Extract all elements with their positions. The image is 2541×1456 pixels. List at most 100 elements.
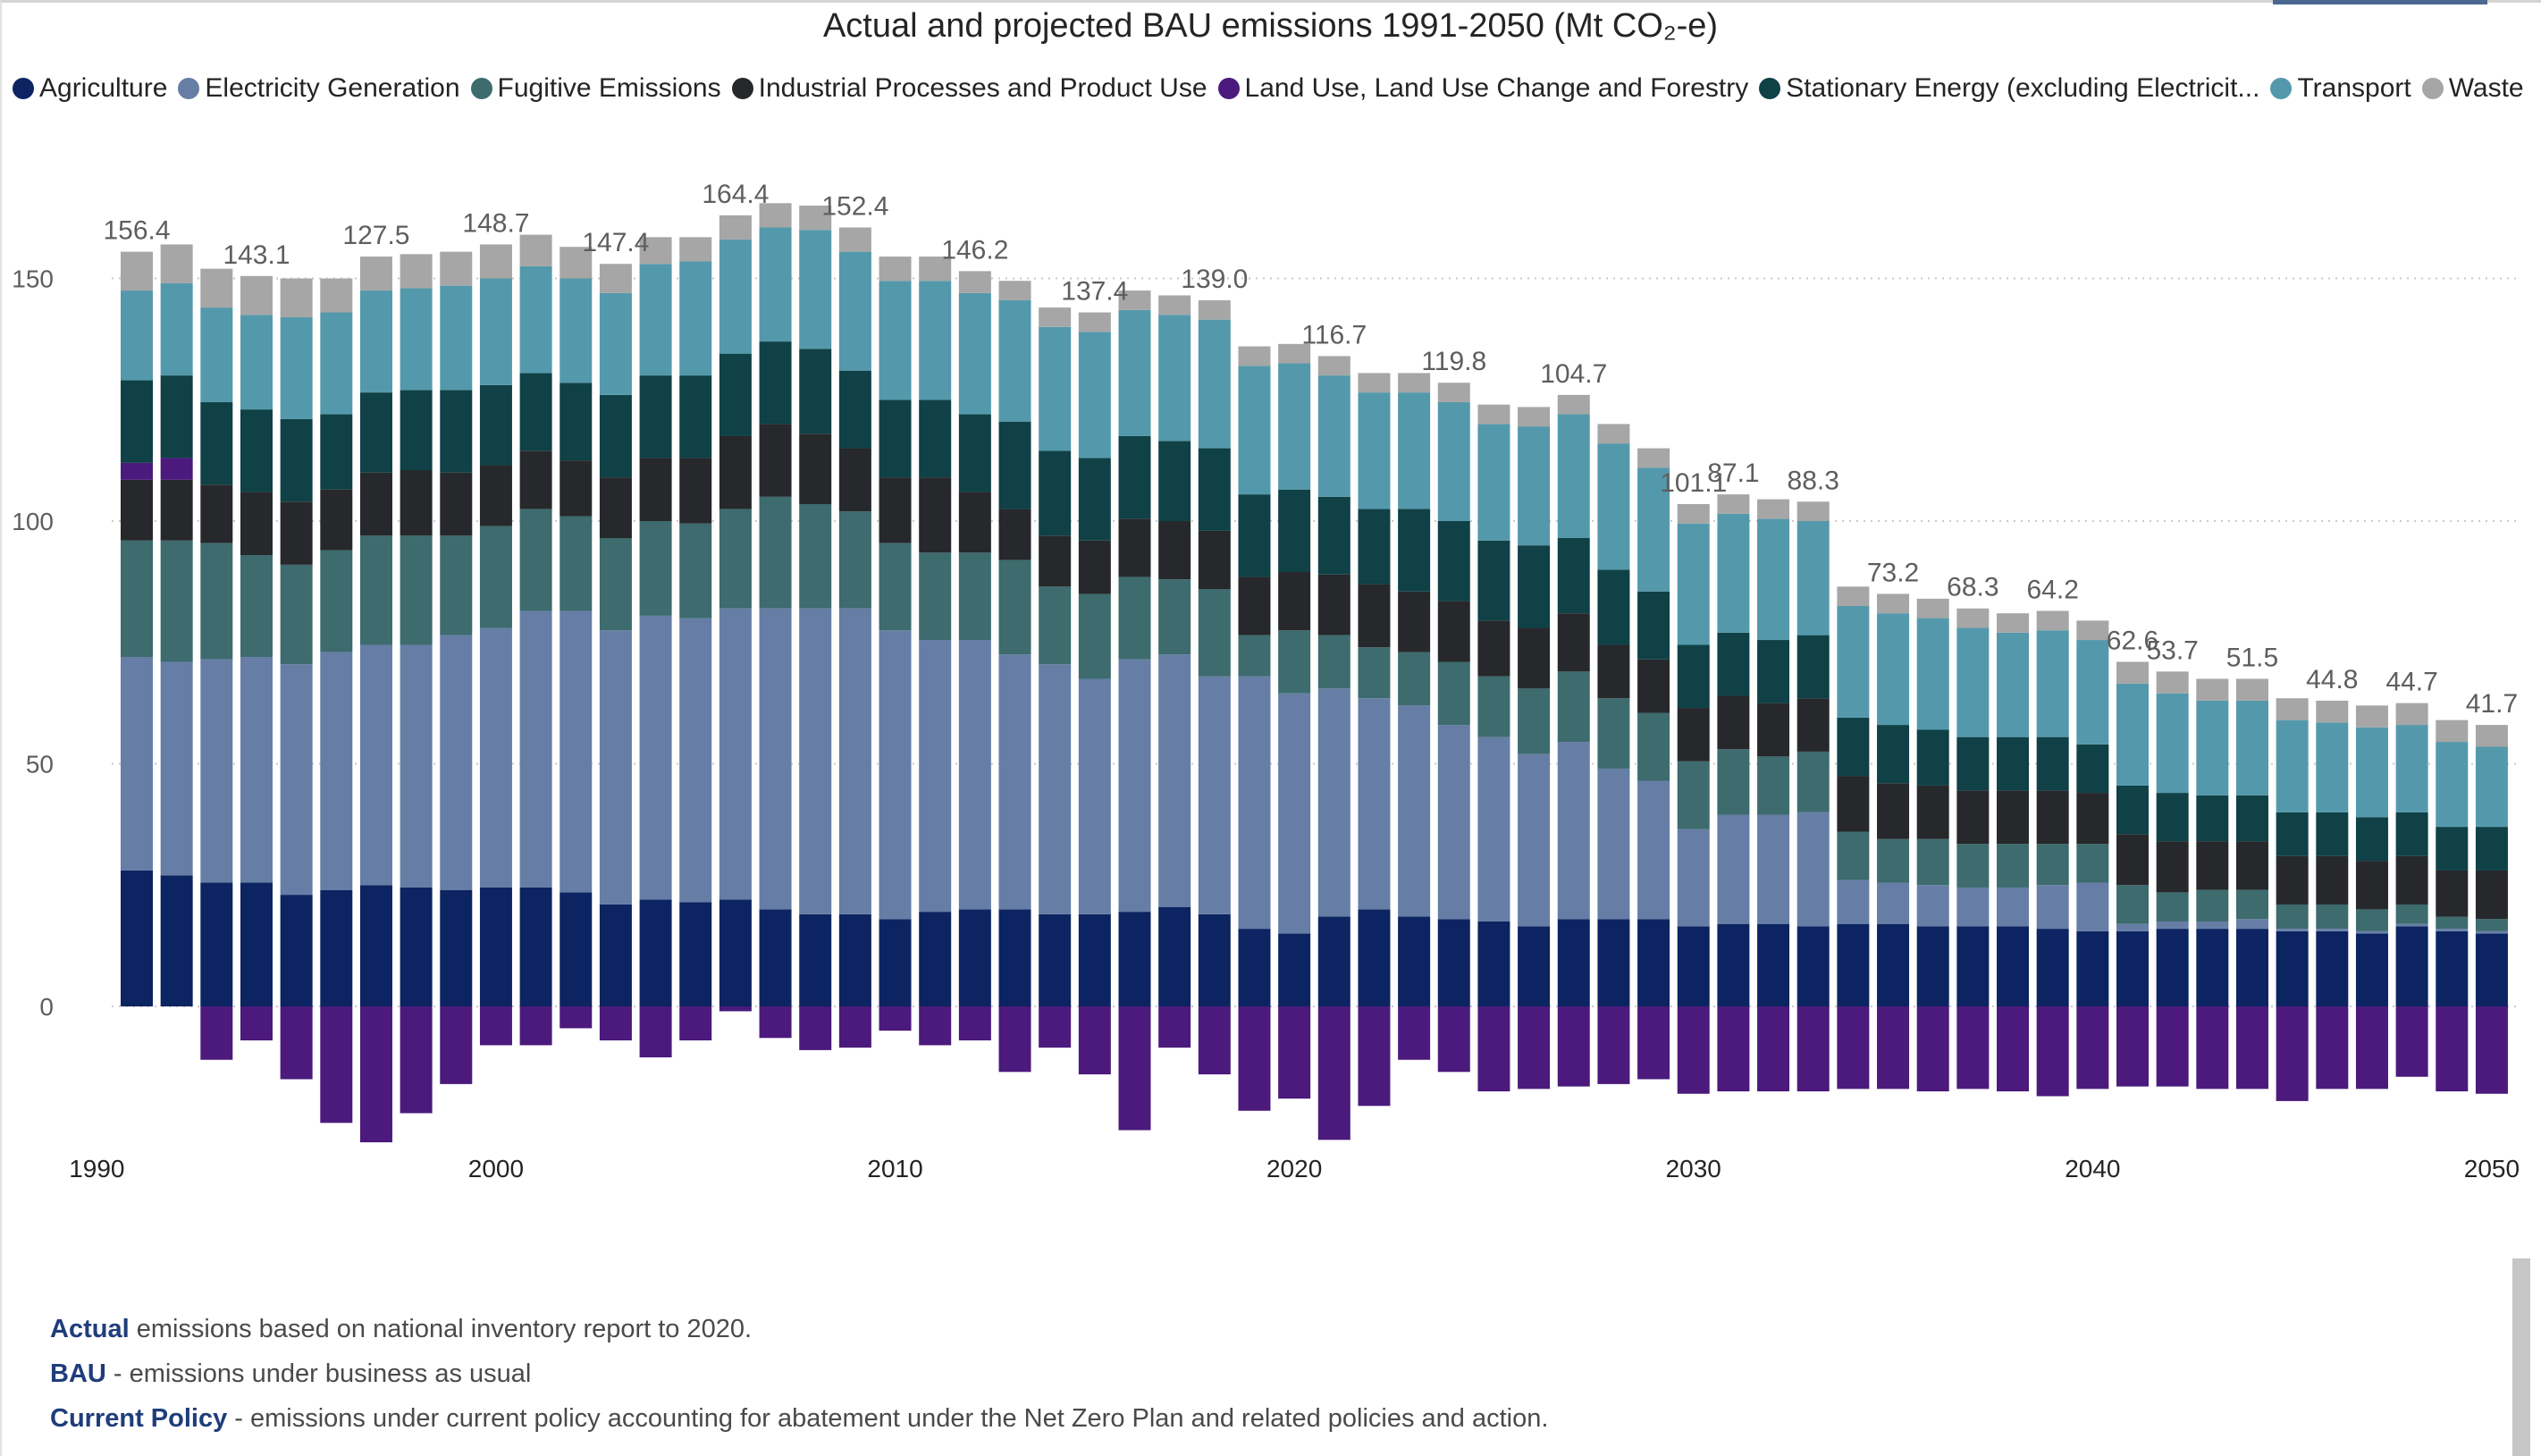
bar-2041-series-5 bbox=[2116, 785, 2149, 835]
bar-2013-series-5 bbox=[998, 421, 1031, 509]
bar-2040-series-7 bbox=[2076, 620, 2109, 641]
data-label-2050: 41.7 bbox=[2466, 689, 2518, 719]
bar-2025-series-7 bbox=[1477, 404, 1510, 425]
y-tick-label: 100 bbox=[12, 508, 54, 535]
bar-2029-series-7 bbox=[1637, 448, 1670, 468]
bar-2011-series-0 bbox=[919, 912, 952, 1006]
bar-2025-series-6 bbox=[1477, 424, 1510, 541]
bar-2040-series-5 bbox=[2076, 744, 2109, 794]
legend-item-3[interactable]: Industrial Processes and Product Use bbox=[731, 73, 1207, 104]
bar-2024-series-2 bbox=[1437, 661, 1470, 726]
bar-2035-series-0 bbox=[1877, 923, 1910, 1006]
bar-2007-series-7 bbox=[759, 203, 792, 228]
bar-2012-series-5 bbox=[958, 414, 991, 492]
bar-2029-series-2 bbox=[1637, 712, 1670, 781]
bar-2000-series-4 bbox=[479, 1006, 512, 1046]
bar-2002-series-6 bbox=[560, 278, 593, 383]
y-tick-label: 50 bbox=[26, 751, 54, 778]
bar-2030-series-7 bbox=[1677, 503, 1710, 524]
bar-2027-series-5 bbox=[1557, 538, 1590, 614]
bar-2023-series-0 bbox=[1398, 916, 1431, 1006]
bar-2046-series-1 bbox=[2316, 929, 2349, 931]
bar-2001-series-7 bbox=[519, 234, 552, 266]
bar-2015-series-5 bbox=[1078, 458, 1111, 541]
vertical-scrollbar[interactable] bbox=[2512, 1258, 2530, 1456]
legend-label: Land Use, Land Use Change and Forestry bbox=[1244, 73, 1749, 103]
bar-2043-series-5 bbox=[2196, 795, 2229, 842]
bar-2031-series-4 bbox=[1717, 1006, 1750, 1092]
bar-2009-series-0 bbox=[838, 913, 871, 1006]
bar-2020-series-5 bbox=[1278, 489, 1311, 573]
bar-2039-series-7 bbox=[2036, 610, 2069, 631]
bar-2038-series-4 bbox=[1997, 1006, 2030, 1092]
bar-1997-series-7 bbox=[359, 257, 392, 291]
bar-2021-series-0 bbox=[1317, 916, 1350, 1006]
legend-item-5[interactable]: Stationary Energy (excluding Electricit.… bbox=[1759, 73, 2259, 104]
bar-2020-series-1 bbox=[1278, 693, 1311, 934]
bar-2019-series-3 bbox=[1238, 577, 1271, 635]
bar-1993-series-3 bbox=[200, 484, 233, 543]
bar-2010-series-7 bbox=[879, 257, 912, 282]
bar-2048-series-6 bbox=[2395, 725, 2428, 812]
bar-2031-series-5 bbox=[1717, 632, 1750, 696]
x-tick-label-2030: 2030 bbox=[1666, 1155, 1721, 1182]
bar-2035-series-3 bbox=[1877, 783, 1910, 839]
bar-2018-series-1 bbox=[1198, 676, 1231, 914]
bar-2033-series-1 bbox=[1796, 812, 1830, 927]
bar-2031-series-2 bbox=[1717, 749, 1750, 815]
data-label-2021: 116.7 bbox=[1301, 320, 1367, 349]
footnote-actual-term: Actual bbox=[50, 1315, 130, 1343]
bar-2038-series-5 bbox=[1997, 736, 2030, 791]
bar-2045-series-7 bbox=[2276, 698, 2309, 720]
bar-2003-series-7 bbox=[599, 264, 632, 293]
bar-2024-series-6 bbox=[1437, 401, 1470, 521]
bar-1994-series-6 bbox=[240, 315, 273, 410]
bar-2049-series-5 bbox=[2436, 827, 2469, 871]
bar-2017-series-7 bbox=[1158, 295, 1191, 316]
legend-label: Waste bbox=[2448, 73, 2524, 103]
bar-1995-series-3 bbox=[280, 501, 313, 565]
legend-label: Transport bbox=[2297, 73, 2411, 103]
bar-2050-series-7 bbox=[2475, 725, 2508, 747]
legend-item-7[interactable]: Waste bbox=[2421, 73, 2524, 104]
bar-2010-series-1 bbox=[879, 630, 912, 920]
bar-2030-series-6 bbox=[1677, 523, 1710, 645]
bar-2040-series-4 bbox=[2076, 1006, 2109, 1090]
bar-2027-series-0 bbox=[1557, 919, 1590, 1006]
bar-2009-series-4 bbox=[838, 1006, 871, 1048]
bar-2005-series-2 bbox=[679, 523, 712, 619]
bar-2044-series-5 bbox=[2235, 795, 2268, 842]
bar-2035-series-4 bbox=[1877, 1006, 1910, 1090]
bar-2031-series-1 bbox=[1717, 814, 1750, 924]
legend-item-0[interactable]: Agriculture bbox=[13, 73, 167, 104]
bar-2048-series-7 bbox=[2395, 703, 2428, 726]
legend-item-1[interactable]: Electricity Generation bbox=[178, 73, 460, 104]
bar-2026-series-1 bbox=[1518, 753, 1551, 927]
y-tick-label: 150 bbox=[12, 265, 54, 293]
bar-2031-series-7 bbox=[1717, 494, 1750, 514]
bar-2024-series-1 bbox=[1437, 725, 1470, 920]
bar-2028-series-7 bbox=[1597, 424, 1630, 444]
bar-2023-series-6 bbox=[1398, 392, 1431, 509]
bar-1995-series-1 bbox=[280, 664, 313, 896]
data-label-2037: 68.3 bbox=[1947, 573, 1998, 602]
bar-2021-series-6 bbox=[1317, 375, 1350, 497]
bar-2020-series-0 bbox=[1278, 933, 1311, 1006]
bar-1992-series-4 bbox=[160, 458, 193, 480]
bar-2034-series-6 bbox=[1837, 606, 1870, 718]
bar-1994-series-4 bbox=[240, 1006, 273, 1041]
bar-2044-series-0 bbox=[2235, 929, 2268, 1006]
bar-2022-series-4 bbox=[1358, 1006, 1391, 1107]
bar-2048-series-3 bbox=[2395, 855, 2428, 905]
legend-item-4[interactable]: Land Use, Land Use Change and Forestry bbox=[1217, 73, 1749, 104]
legend-item-6[interactable]: Transport bbox=[2270, 73, 2411, 104]
bar-2000-series-0 bbox=[479, 887, 512, 1006]
bar-2027-series-4 bbox=[1557, 1006, 1590, 1087]
bar-1998-series-3 bbox=[400, 469, 433, 536]
legend-item-2[interactable]: Fugitive Emissions bbox=[470, 73, 721, 104]
bar-2014-series-0 bbox=[1039, 913, 1072, 1006]
bar-2044-series-3 bbox=[2235, 841, 2268, 890]
bar-2046-series-6 bbox=[2316, 722, 2349, 812]
bar-2004-series-6 bbox=[639, 264, 672, 376]
bar-2015-series-7 bbox=[1078, 312, 1111, 332]
